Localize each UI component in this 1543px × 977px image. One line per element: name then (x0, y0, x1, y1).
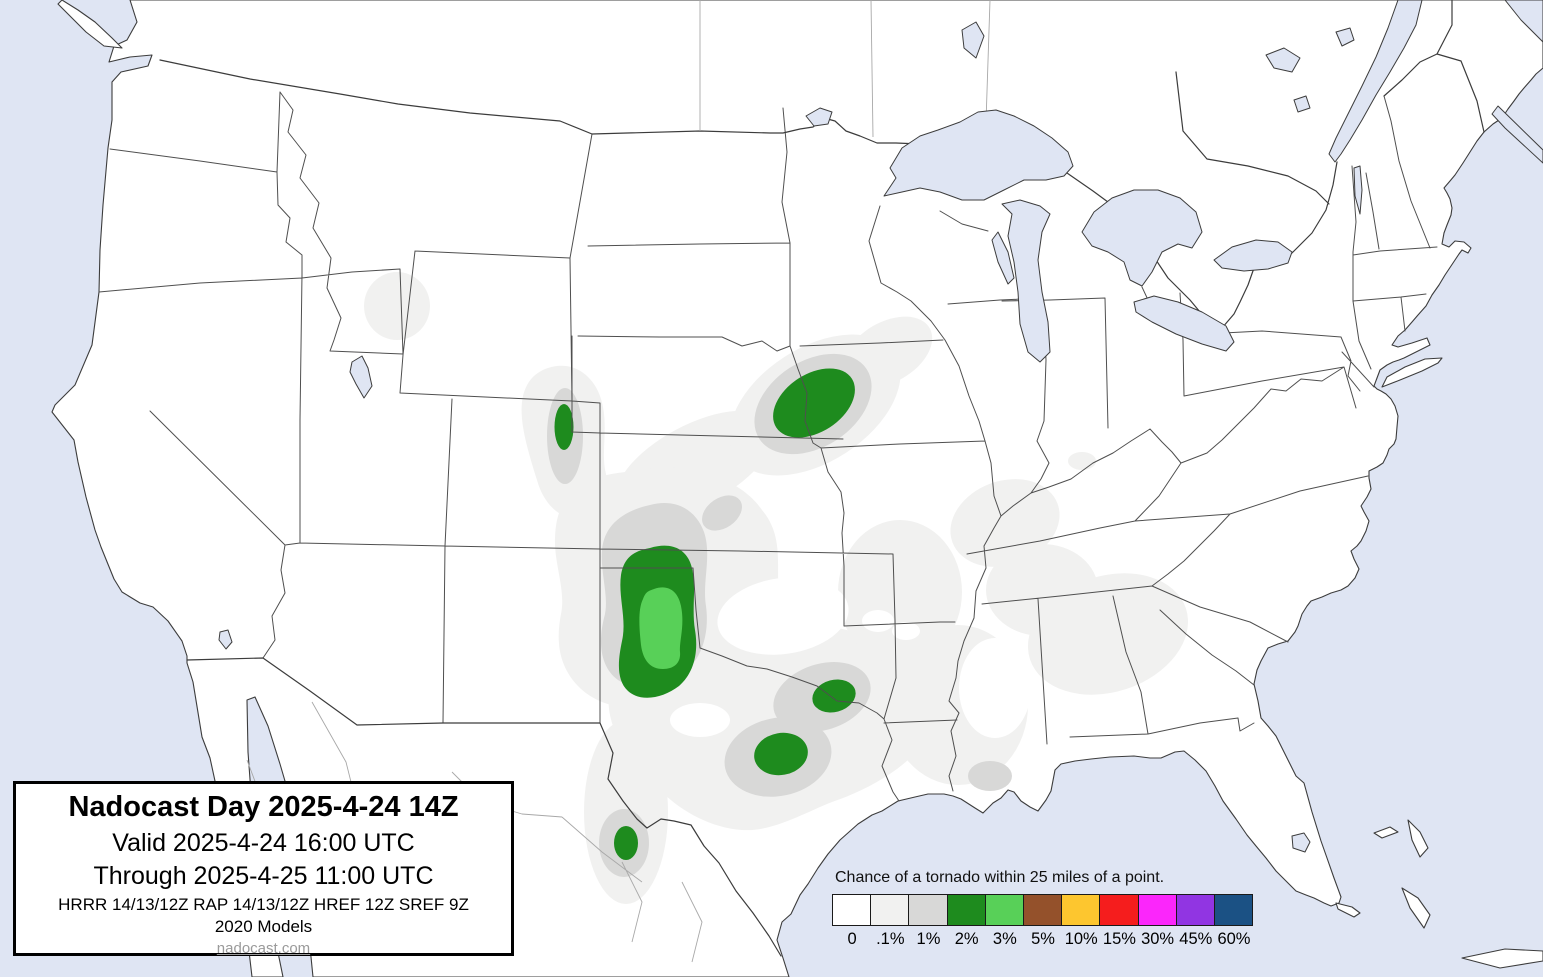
legend-title: Chance of a tornado within 25 miles of a… (835, 869, 1165, 886)
canada-small-lakes (961, 21, 1355, 113)
probability-legend: Chance of a tornado within 25 miles of a… (832, 869, 1257, 949)
legend-label-45%: 45% (1179, 930, 1213, 948)
green-bay (991, 231, 1015, 285)
page-title: Nadocast Day 2025-4-24 14Z (68, 791, 459, 823)
legend-label-3%: 3% (992, 930, 1017, 948)
title-box: Nadocast Day 2025-4-24 14Z Valid 2025-4-… (13, 781, 514, 957)
valid-time: Valid 2025-4-24 16:00 UTC (112, 829, 415, 858)
lake-michigan (1001, 199, 1051, 363)
long-island (1381, 357, 1443, 388)
legend-swatch-1% (908, 894, 948, 926)
models-line: HRRR 14/13/12Z RAP 14/13/12Z HREF 12Z SR… (58, 894, 469, 914)
legend-label-5%: 5% (1031, 930, 1055, 948)
salton-sea (218, 629, 233, 650)
legend-label-60%: 60% (1217, 930, 1251, 948)
nadocast-link[interactable]: nadocast.com (216, 939, 311, 957)
lake-ontario (1213, 239, 1293, 272)
lakes (218, 21, 1363, 853)
tornado-contour-3pct (639, 587, 683, 669)
legend-label-0: 0 (847, 930, 857, 948)
legend-label-1%: 1% (916, 930, 941, 948)
legend-swatch-30% (1137, 894, 1177, 926)
legend-swatch-15% (1099, 894, 1139, 926)
lake-erie (1133, 295, 1235, 352)
keys-and-cuba (1335, 902, 1543, 969)
legend-label-30%: 30% (1141, 930, 1175, 948)
tornado-contour-holes (670, 437, 1031, 738)
legend-swatch-0 (832, 894, 872, 926)
legend-swatch-2% (946, 894, 986, 926)
legend-label-.1%: .1% (876, 930, 905, 948)
lake-champlain (1353, 165, 1363, 215)
vancouver-island (57, 0, 123, 49)
lake-superior (883, 109, 1074, 201)
state-borders (98, 91, 1438, 802)
great-salt-lake (349, 355, 373, 399)
lake-huron (1081, 189, 1203, 287)
legend-swatch-45% (1175, 894, 1215, 926)
legend-label-10%: 10% (1064, 930, 1098, 948)
legend-swatch-60% (1213, 894, 1254, 926)
legend-swatch-10% (1061, 894, 1101, 926)
models-year: 2020 Models (214, 917, 313, 937)
legend-swatch-.1% (870, 894, 910, 926)
through-time: Through 2025-4-25 11:00 UTC (93, 862, 434, 891)
lake-okeechobee (1291, 832, 1311, 853)
st-lawrence-water (1328, 0, 1543, 164)
bahamas-islands (1373, 819, 1431, 929)
lake-of-the-woods (805, 107, 833, 127)
legend-swatch-row (832, 894, 1257, 926)
legend-label-row: 0 .1% 1% 2% 3% 5% 10% 15% 30% 45% 60% (833, 930, 1257, 949)
legend-swatch-5% (1022, 894, 1063, 926)
legend-label-2%: 2% (954, 930, 979, 948)
legend-label-15%: 15% (1102, 930, 1136, 948)
canada-province-borders (699, 0, 991, 138)
legend-swatch-3% (984, 894, 1024, 926)
